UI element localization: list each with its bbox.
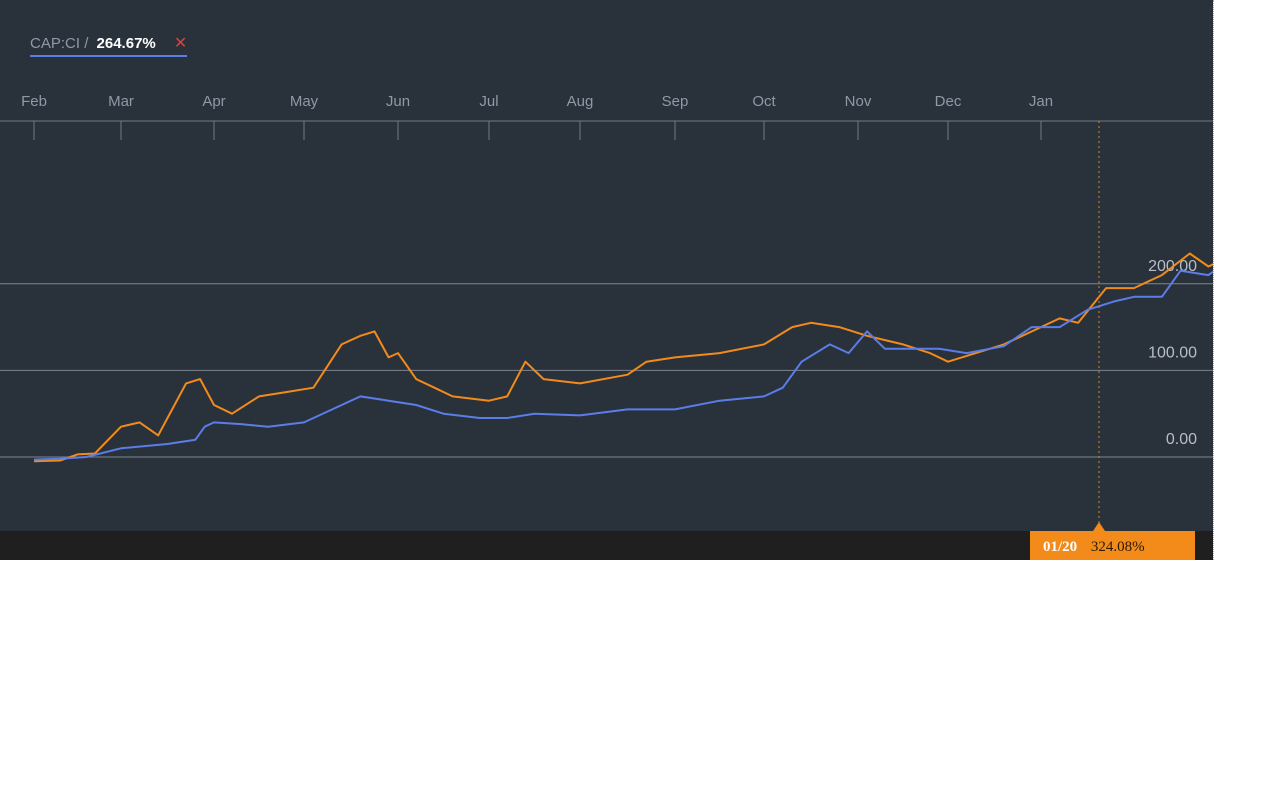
x-tick-label-jul: Jul	[479, 93, 498, 110]
x-tick-label-oct: Oct	[752, 93, 776, 110]
x-tick-label-nov: Nov	[845, 93, 872, 110]
series-line-2	[33, 269, 1213, 461]
panel-edge	[1213, 0, 1216, 560]
x-tick-label-mar: Mar	[108, 93, 134, 110]
series-layer	[33, 252, 1213, 463]
x-tick-label-jan: Jan	[1029, 93, 1053, 110]
crosshair-value: 324.08%	[1090, 539, 1145, 555]
chart-plot[interactable]: Feb Mar Apr May Jun Jul Aug Sep Oct Nov Dec Jan 200…	[0, 0, 1213, 560]
close-icon[interactable]: ✕	[173, 35, 188, 52]
x-tick-label-jun: Jun	[386, 93, 410, 110]
crosshair-pointer	[1093, 522, 1105, 531]
chart-panel: Feb Mar Apr May Jun Jul Aug Sep Oct Nov Dec Jan 200…	[0, 0, 1213, 560]
legend[interactable]: CAP:CI / 264.67% ✕	[30, 33, 188, 57]
crosshair-label: 01/20 324.08%	[1030, 531, 1195, 560]
x-tick-label-aug: Aug	[567, 93, 594, 110]
crosshair-date: 01/20	[1043, 539, 1078, 555]
y-tick-label: 0.00	[1166, 431, 1197, 448]
x-axis: Feb Mar Apr May Jun Jul Aug Sep Oct Nov Dec Jan	[21, 93, 1053, 140]
legend-symbol: CAP:CI	[30, 35, 81, 52]
x-tick-label-apr: Apr	[202, 93, 225, 110]
footer-bar	[0, 531, 1213, 560]
legend-separator: /	[84, 35, 89, 52]
series-line-1	[33, 252, 1213, 463]
legend-value: 264.67%	[96, 35, 156, 52]
x-tick-label-feb: Feb	[21, 93, 47, 110]
x-tick-label-sep: Sep	[662, 93, 689, 110]
x-tick-label-may: May	[290, 93, 319, 110]
y-tick-label: 100.00	[1148, 344, 1197, 361]
x-tick-label-dec: Dec	[935, 93, 962, 110]
